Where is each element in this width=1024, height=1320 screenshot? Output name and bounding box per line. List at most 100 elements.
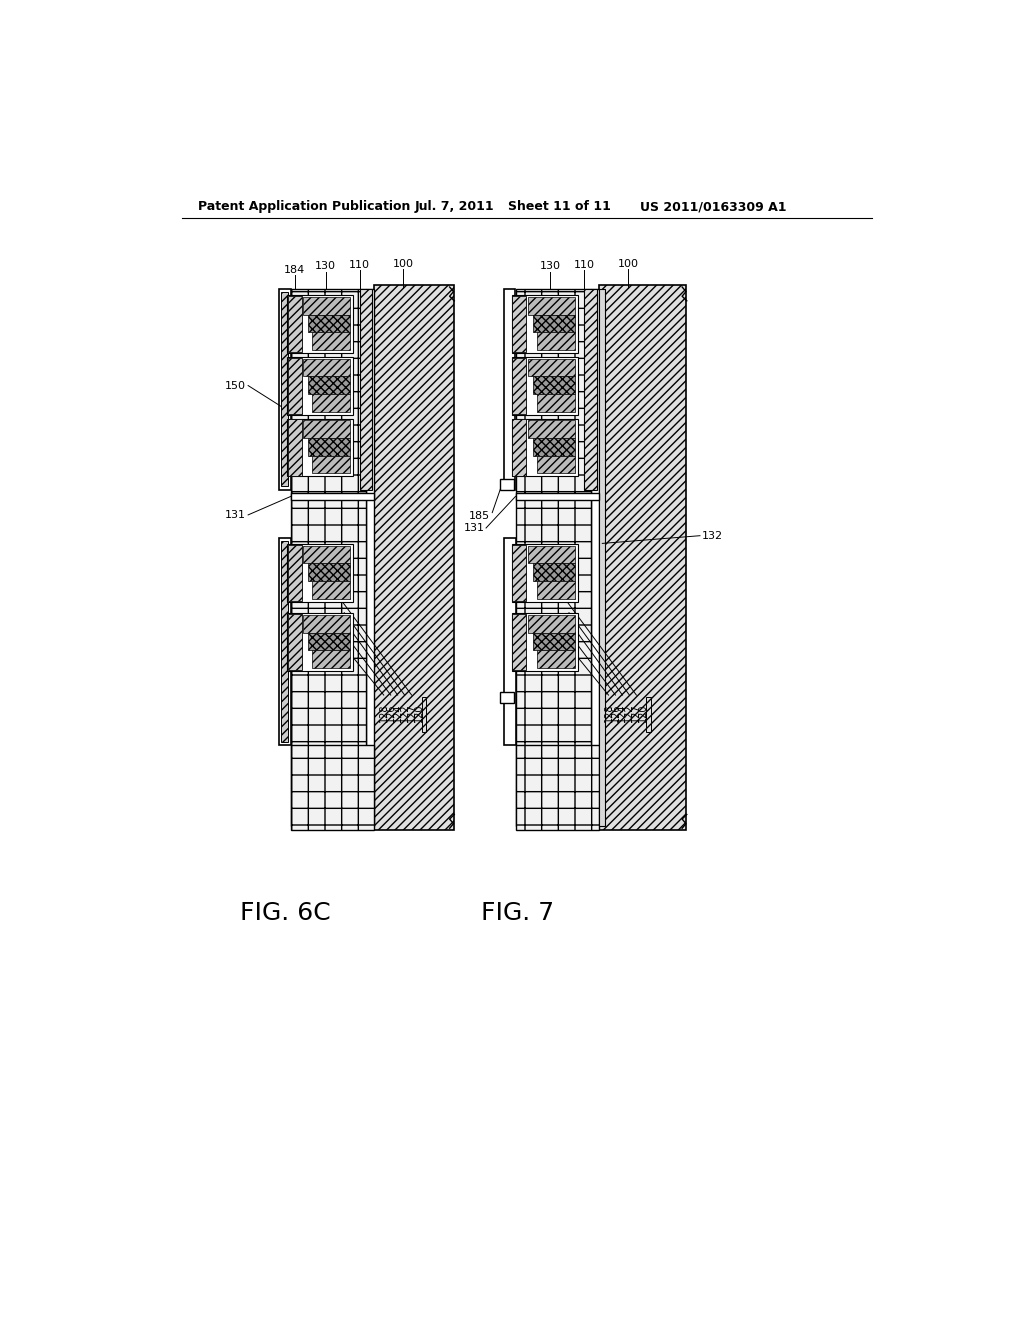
Text: FIG. 6C: FIG. 6C [241, 902, 331, 925]
Text: 150: 150 [225, 380, 246, 391]
Bar [538, 581, 575, 599]
Bar [375, 285, 454, 830]
Bar [512, 296, 578, 354]
Bar [308, 314, 350, 333]
Bar [512, 614, 526, 671]
Text: 126: 126 [386, 704, 395, 722]
Bar [288, 545, 302, 601]
Bar [303, 545, 350, 564]
Text: 130: 130 [540, 261, 561, 271]
Bar [538, 651, 575, 668]
Text: 126: 126 [610, 704, 621, 722]
Bar [591, 289, 599, 826]
Bar [504, 289, 515, 490]
Text: 124: 124 [392, 704, 402, 722]
Bar [291, 289, 366, 826]
Bar [528, 420, 575, 438]
Text: 120: 120 [638, 704, 648, 722]
Bar [303, 359, 350, 376]
Bar [287, 544, 352, 602]
Bar [288, 296, 302, 352]
Bar [288, 614, 302, 671]
Text: 110: 110 [574, 260, 595, 269]
Text: 132: 132 [701, 531, 723, 541]
Bar [512, 544, 578, 602]
Text: 127: 127 [407, 704, 417, 722]
Text: 122: 122 [625, 704, 635, 722]
Text: 122: 122 [399, 704, 410, 722]
Bar [500, 692, 514, 702]
Bar [515, 494, 599, 499]
Bar [288, 420, 302, 475]
Bar [291, 494, 375, 499]
Bar [303, 420, 350, 438]
Text: 131: 131 [464, 523, 484, 533]
Bar [303, 615, 350, 632]
Bar [532, 314, 575, 333]
Bar [288, 358, 302, 414]
Bar [280, 539, 291, 744]
Bar [500, 479, 514, 490]
Bar [312, 455, 350, 474]
Bar [599, 289, 605, 826]
Text: Patent Application Publication: Patent Application Publication [198, 201, 411, 214]
Bar [308, 376, 350, 395]
Text: Jul. 7, 2011: Jul. 7, 2011 [415, 201, 495, 214]
Bar [281, 293, 289, 487]
Text: 100: 100 [617, 259, 638, 269]
Bar [646, 697, 651, 733]
Text: 184: 184 [284, 265, 305, 275]
Bar [303, 297, 350, 314]
Bar [512, 296, 526, 352]
Bar [312, 581, 350, 599]
Bar [532, 438, 575, 455]
Bar [312, 393, 350, 412]
Bar [512, 358, 578, 414]
Bar [585, 289, 597, 490]
Bar [532, 632, 575, 651]
Bar [287, 358, 352, 414]
Bar [287, 418, 352, 477]
Bar [308, 564, 350, 581]
Bar [287, 614, 352, 671]
Bar [287, 296, 352, 354]
Text: 124: 124 [617, 704, 628, 722]
Bar [532, 376, 575, 395]
Bar [312, 333, 350, 350]
Bar [528, 615, 575, 632]
Text: 110: 110 [349, 260, 371, 269]
Bar [538, 393, 575, 412]
Bar [528, 545, 575, 564]
Text: 128: 128 [603, 704, 613, 722]
Bar [532, 564, 575, 581]
Text: 131: 131 [225, 510, 246, 520]
Bar [359, 289, 372, 490]
Bar [528, 297, 575, 314]
Bar [308, 438, 350, 455]
Text: 100: 100 [392, 259, 414, 269]
Bar [512, 420, 526, 475]
Bar [308, 632, 350, 651]
Text: US 2011/0163309 A1: US 2011/0163309 A1 [640, 201, 786, 214]
Bar [366, 289, 375, 826]
Text: FIG. 7: FIG. 7 [480, 902, 554, 925]
Text: 185: 185 [469, 511, 489, 521]
Text: Sheet 11 of 11: Sheet 11 of 11 [508, 201, 610, 214]
Bar [515, 744, 599, 830]
Bar [504, 539, 515, 744]
Bar [281, 541, 289, 742]
Bar [291, 744, 375, 830]
Bar [538, 333, 575, 350]
Bar [422, 697, 426, 733]
Bar [512, 418, 578, 477]
Bar [528, 359, 575, 376]
Bar [599, 285, 686, 830]
Text: 127: 127 [632, 704, 641, 722]
Bar [312, 651, 350, 668]
Text: 120: 120 [414, 704, 424, 722]
Bar [512, 545, 526, 601]
Bar [512, 358, 526, 414]
Bar [280, 289, 291, 490]
Text: 130: 130 [315, 261, 336, 271]
Bar [515, 289, 591, 826]
